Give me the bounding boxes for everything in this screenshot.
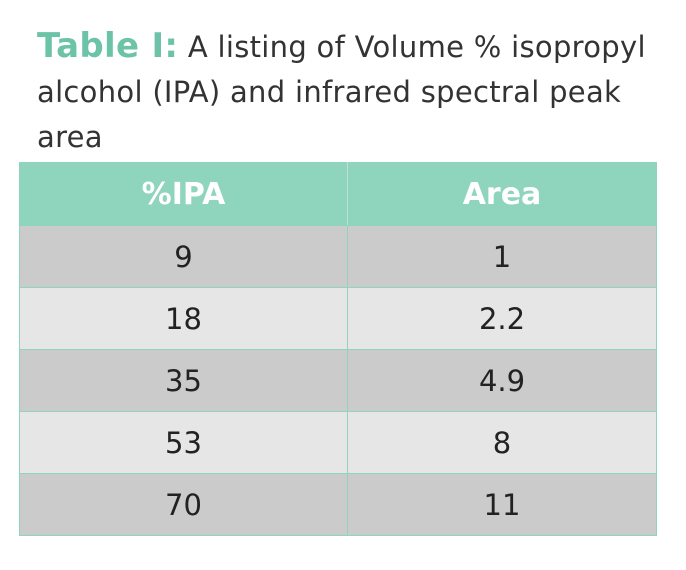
table-row: 35 4.9: [19, 349, 657, 412]
table-row: 18 2.2: [19, 287, 657, 350]
data-table: %IPA Area 9 1 18 2.2 35 4.9 53 8 70: [19, 162, 657, 536]
cell-ipa: 53: [19, 411, 348, 474]
cell-area: 8: [347, 411, 657, 474]
table-caption-label: Table I:: [37, 26, 179, 66]
cell-area: 11: [347, 473, 657, 536]
cell-area: 2.2: [347, 287, 657, 350]
cell-ipa: 9: [19, 225, 348, 288]
cell-area: 4.9: [347, 349, 657, 412]
table-caption-text: A listing of Volume % isopropyl alcohol …: [37, 30, 646, 154]
column-header-area: Area: [347, 162, 657, 226]
table-caption: Table I: A listing of Volume % isopropyl…: [37, 24, 657, 160]
cell-area: 1: [347, 225, 657, 288]
data-table-container: %IPA Area 9 1 18 2.2 35 4.9 53 8 70: [19, 162, 657, 536]
cell-ipa: 18: [19, 287, 348, 350]
table-header-row: %IPA Area: [19, 162, 657, 226]
cell-ipa: 35: [19, 349, 348, 412]
cell-ipa: 70: [19, 473, 348, 536]
table-row: 53 8: [19, 411, 657, 474]
column-header-ipa: %IPA: [19, 162, 348, 226]
table-row: 9 1: [19, 225, 657, 288]
table-row: 70 11: [19, 473, 657, 536]
